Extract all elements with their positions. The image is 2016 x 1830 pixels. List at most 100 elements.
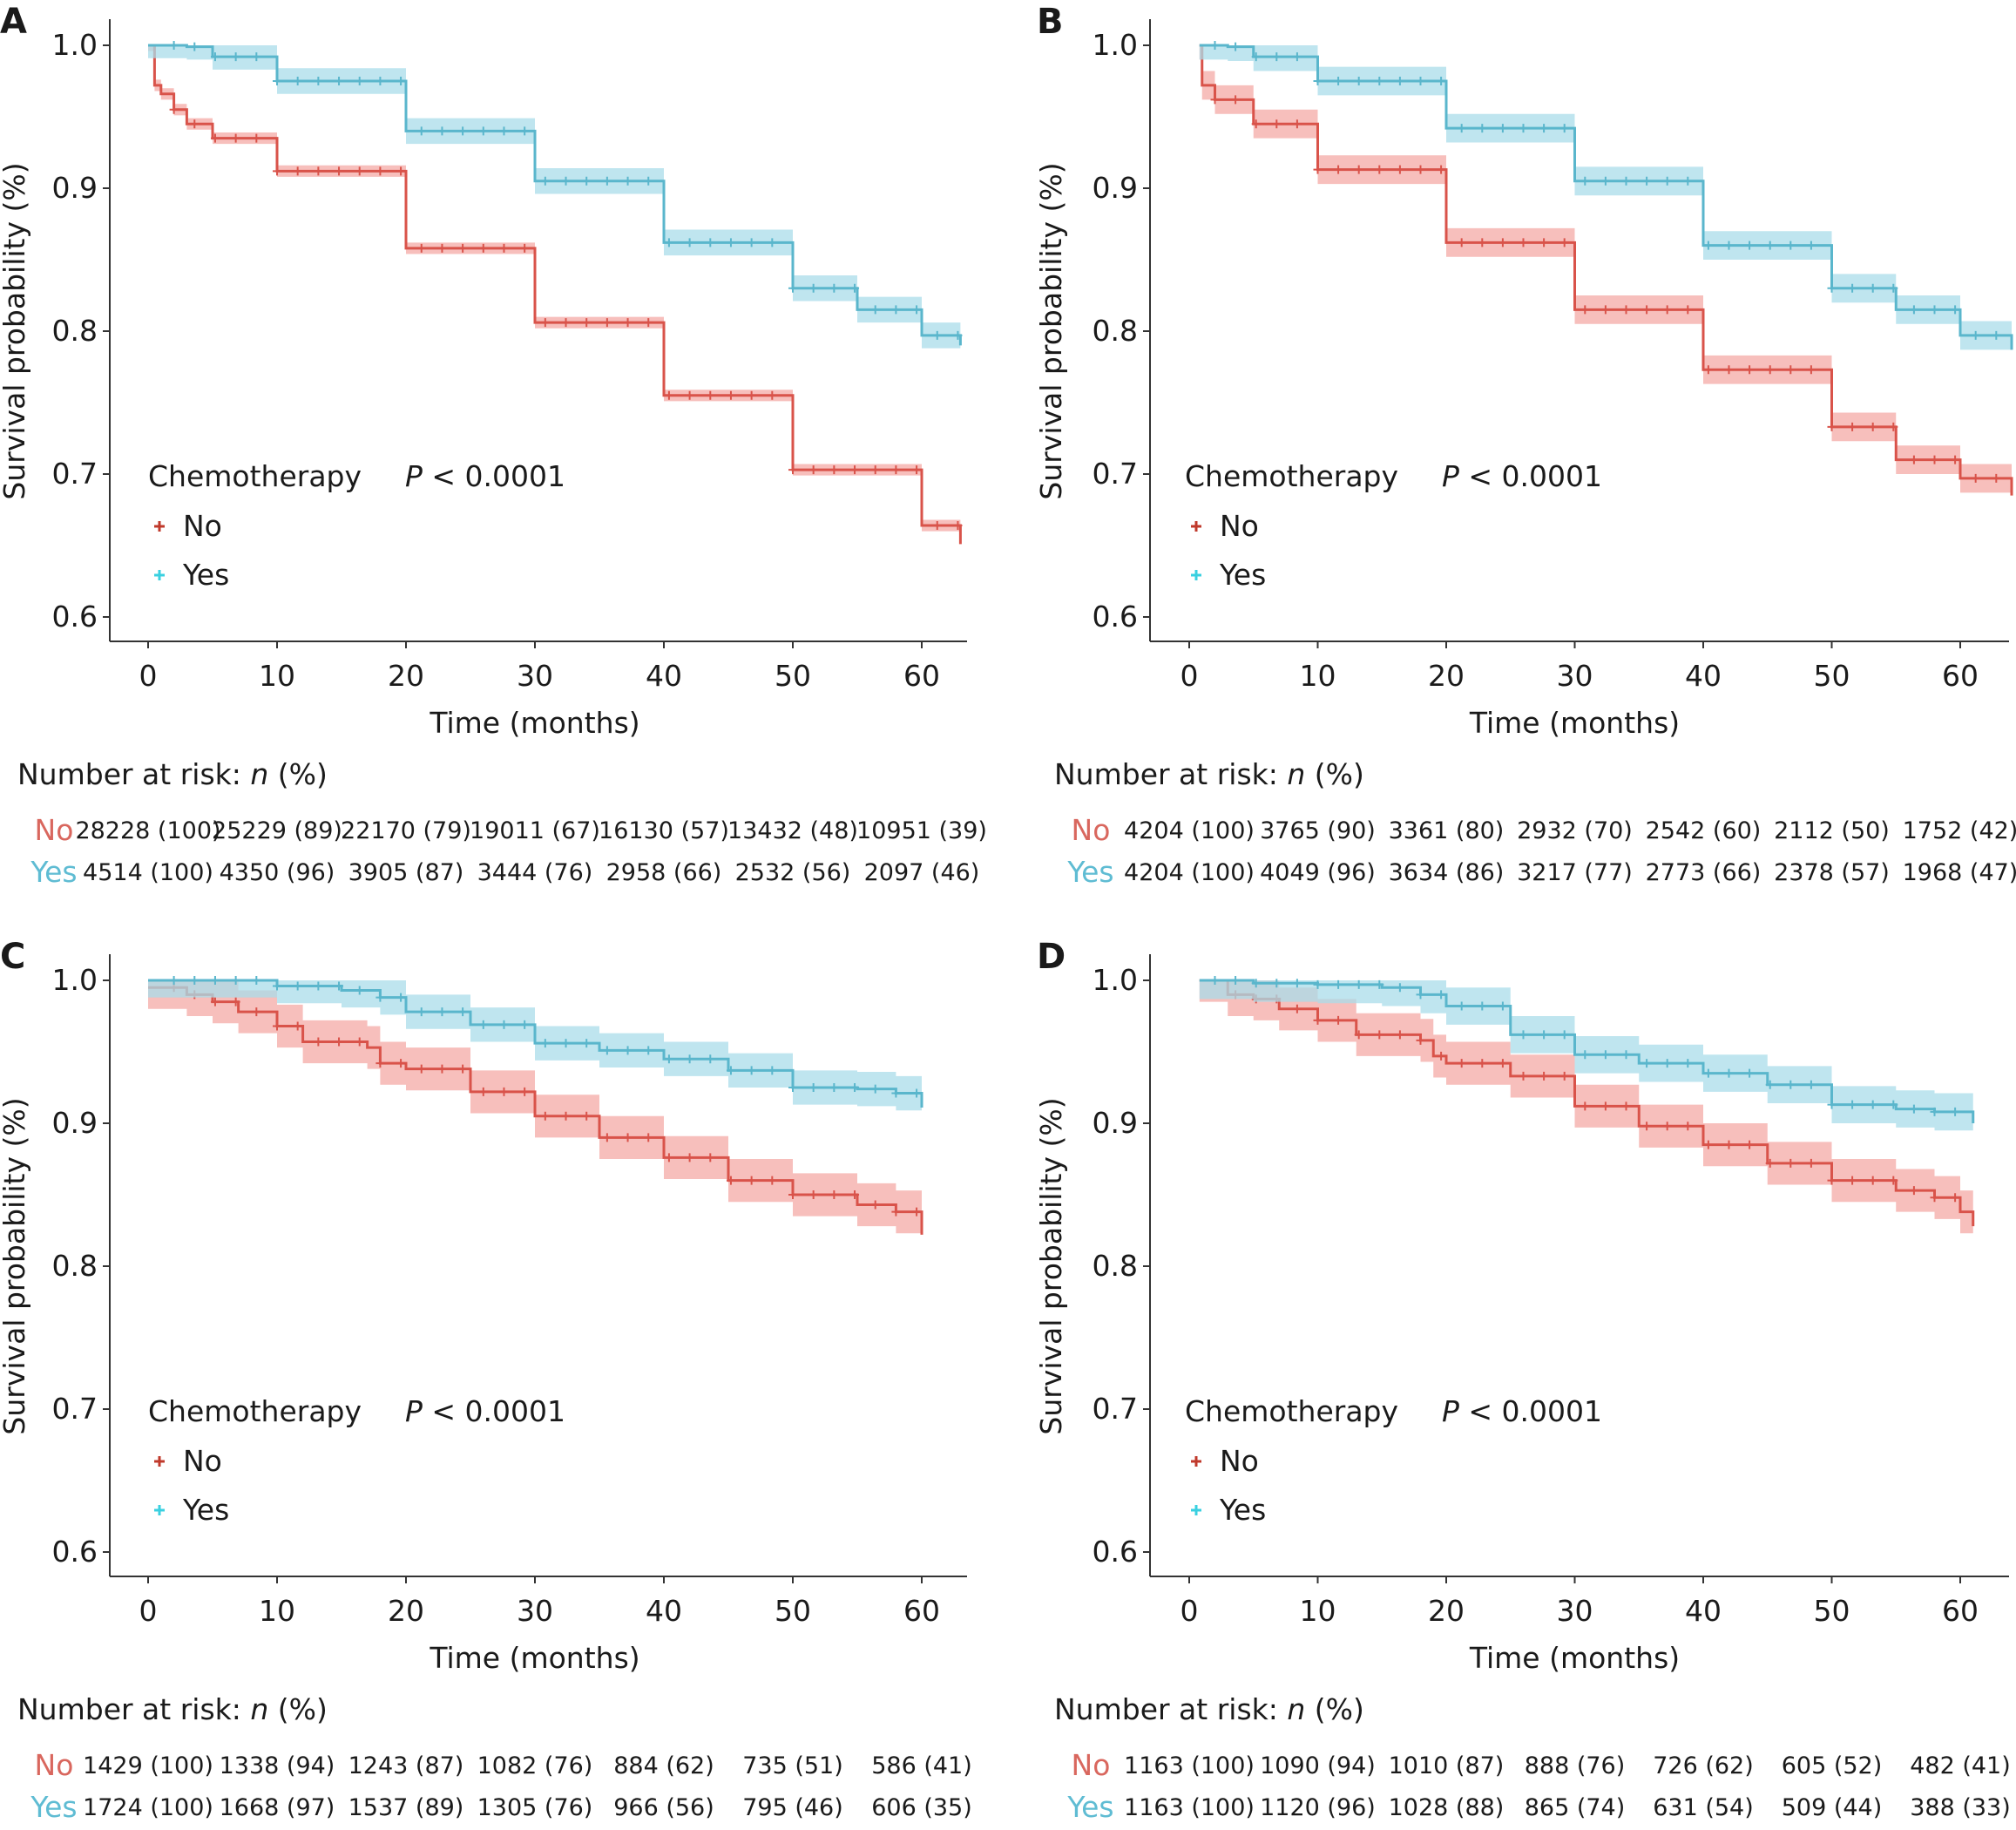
censor-mark bbox=[499, 126, 509, 136]
censor-mark bbox=[1951, 455, 1960, 464]
legend-marker-yes bbox=[1191, 570, 1201, 580]
censor-mark bbox=[1683, 176, 1693, 186]
censor-mark bbox=[623, 1046, 633, 1055]
risk-n: n bbox=[1287, 757, 1305, 791]
censor-mark bbox=[808, 1083, 818, 1092]
censor-mark bbox=[891, 305, 901, 315]
y-tick-label: 0.9 bbox=[52, 1106, 98, 1140]
x-tick-label: 30 bbox=[1557, 1594, 1593, 1628]
censor-mark bbox=[375, 77, 385, 85]
censor-mark bbox=[1600, 1050, 1610, 1060]
risk-table-title: Number at risk: n (%) bbox=[1054, 757, 1364, 791]
censor-mark bbox=[1621, 305, 1631, 315]
censor-mark bbox=[190, 119, 200, 129]
x-tick-label: 20 bbox=[1428, 1594, 1465, 1628]
censor-mark bbox=[1231, 976, 1241, 985]
legend-marker-no bbox=[1191, 1456, 1201, 1467]
censor-mark bbox=[870, 1200, 880, 1210]
risk-cell: 28228 (100) bbox=[75, 817, 220, 844]
x-tick-label: 40 bbox=[646, 1594, 682, 1628]
censor-mark bbox=[1662, 176, 1672, 186]
censor-mark bbox=[1992, 330, 2001, 340]
legend-label-no: No bbox=[183, 1444, 222, 1478]
censor-mark bbox=[1519, 1071, 1528, 1081]
censor-mark bbox=[1292, 1004, 1302, 1013]
risk-cell: 1090 (94) bbox=[1260, 1752, 1376, 1779]
risk-tail: (%) bbox=[1305, 1692, 1364, 1726]
legend-title: Chemotherapy bbox=[148, 459, 362, 493]
y-tick-label: 1.0 bbox=[1093, 28, 1138, 62]
censor-mark bbox=[273, 1021, 281, 1031]
censor-mark bbox=[396, 77, 406, 85]
censor-mark bbox=[602, 1046, 612, 1055]
legend-label-no: No bbox=[1220, 1444, 1259, 1478]
y-axis-title: Survival probability (%) bbox=[0, 1097, 31, 1434]
x-axis-title: Time (months) bbox=[429, 706, 639, 740]
censor-mark bbox=[602, 318, 612, 328]
censor-mark bbox=[416, 243, 426, 253]
ci-band-no bbox=[1199, 980, 1973, 1248]
x-tick-label: 50 bbox=[1814, 1594, 1850, 1628]
x-tick-label: 60 bbox=[1942, 1594, 1979, 1628]
censor-mark bbox=[499, 1087, 509, 1096]
x-axis-title: Time (months) bbox=[1469, 706, 1680, 740]
x-tick-label: 60 bbox=[1942, 659, 1979, 693]
censor-mark bbox=[1889, 283, 1898, 293]
censor-mark bbox=[1272, 52, 1282, 62]
censor-mark bbox=[169, 41, 179, 50]
y-axis-title: Survival probability (%) bbox=[1034, 1097, 1068, 1434]
risk-cell: 1668 (97) bbox=[220, 1794, 335, 1821]
risk-table-title: Number at risk: n (%) bbox=[1054, 1692, 1364, 1726]
censor-mark bbox=[623, 1133, 633, 1142]
p-rest: < 0.0001 bbox=[423, 1394, 565, 1428]
censor-mark bbox=[932, 521, 942, 531]
x-tick-label: 40 bbox=[1685, 659, 1722, 693]
risk-cell: 2112 (50) bbox=[1774, 817, 1890, 844]
censor-mark bbox=[788, 283, 797, 293]
censor-mark bbox=[1909, 1104, 1918, 1114]
censor-mark bbox=[1848, 422, 1857, 431]
censor-mark bbox=[1313, 165, 1323, 174]
risk-row-label: Yes bbox=[1066, 855, 1113, 889]
risk-row-label: Yes bbox=[1066, 1790, 1113, 1824]
censor-mark bbox=[1498, 124, 1507, 133]
censor-mark bbox=[1519, 238, 1528, 247]
censor-mark bbox=[1334, 165, 1343, 174]
censor-mark bbox=[1437, 1051, 1446, 1061]
y-tick-label: 0.8 bbox=[1093, 314, 1138, 348]
risk-title: Number at risk: bbox=[17, 757, 250, 791]
risk-cell: 1028 (88) bbox=[1389, 1794, 1505, 1821]
censor-mark bbox=[478, 126, 488, 136]
risk-cell: 1120 (96) bbox=[1260, 1794, 1376, 1821]
risk-row-label: No bbox=[35, 813, 74, 847]
censor-mark bbox=[396, 993, 406, 1002]
legend-marker-yes bbox=[1191, 1505, 1201, 1515]
censor-mark bbox=[850, 465, 860, 475]
censor-mark bbox=[829, 465, 839, 475]
censor-mark bbox=[1786, 241, 1796, 250]
censor-mark bbox=[499, 1020, 509, 1029]
censor-mark bbox=[623, 176, 633, 186]
censor-mark bbox=[478, 1020, 488, 1029]
risk-tail: (%) bbox=[1305, 757, 1364, 791]
risk-row-label: No bbox=[35, 1748, 74, 1782]
censor-mark bbox=[726, 1176, 735, 1185]
x-tick-label: 0 bbox=[1181, 659, 1199, 693]
censor-mark bbox=[1457, 238, 1466, 247]
x-tick-label: 40 bbox=[646, 659, 682, 693]
censor-mark bbox=[416, 1064, 426, 1074]
censor-mark bbox=[1827, 1100, 1837, 1109]
censor-mark bbox=[1683, 1122, 1693, 1131]
risk-title: Number at risk: bbox=[17, 1692, 250, 1726]
censor-mark bbox=[478, 1087, 488, 1096]
censor-mark bbox=[1930, 455, 1939, 464]
censor-mark bbox=[1539, 1071, 1549, 1081]
censor-mark bbox=[747, 1066, 756, 1075]
p-value: P < 0.0001 bbox=[405, 1394, 565, 1428]
x-tick-label: 60 bbox=[903, 1594, 940, 1628]
censor-mark bbox=[1848, 283, 1857, 293]
risk-cell: 19011 (67) bbox=[470, 817, 600, 844]
risk-cell: 1163 (100) bbox=[1124, 1752, 1255, 1779]
legend-label-yes: Yes bbox=[1219, 558, 1266, 592]
